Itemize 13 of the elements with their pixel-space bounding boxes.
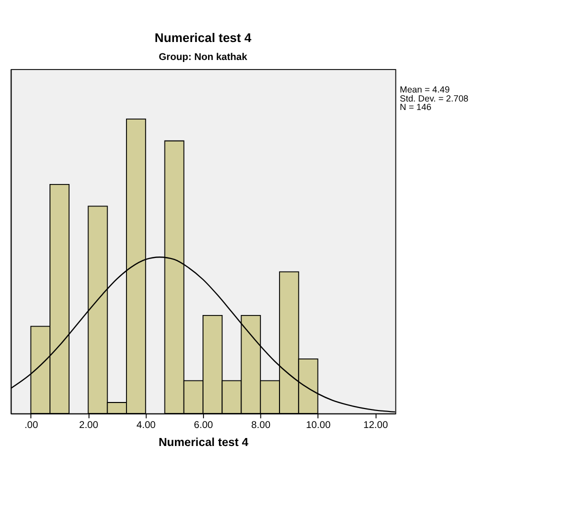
chart-title: Numerical test 4 [154, 31, 252, 46]
x-tick-label: 2.00 [79, 420, 99, 432]
chart-subtitle: Group: Non kathak [158, 52, 248, 64]
text: Std. Dev. = 2.708 [400, 93, 468, 104]
x-tick-label: 4.00 [136, 420, 156, 432]
x-axis-title: Numerical test 4 [158, 436, 249, 450]
x-tick-label: 8.00 [251, 420, 271, 432]
text: Mean = 4.49 [400, 84, 450, 94]
x-tick-label: 10.00 [306, 420, 332, 432]
text: N = 146 [400, 102, 432, 112]
x-tick-label: 6.00 [194, 420, 214, 432]
x-tick-label: .00 [24, 420, 39, 432]
x-tick-label: 12.00 [363, 420, 388, 432]
